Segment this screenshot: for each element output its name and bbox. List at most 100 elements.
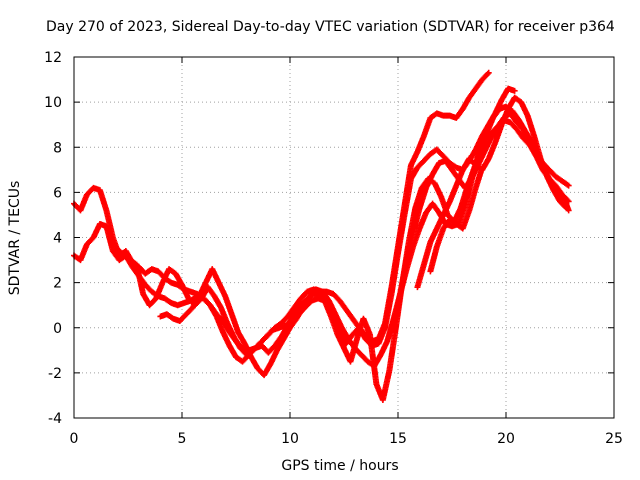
data-point-3-6: [196, 293, 203, 300]
data-point-1-30: [265, 349, 272, 356]
data-point-0-18: [187, 288, 194, 295]
data-point-3-54: [507, 119, 514, 126]
data-point-2-26: [282, 322, 289, 329]
data-point-4-1: [397, 290, 404, 297]
data-point-2-1: [120, 252, 127, 259]
data-point-1-5: [103, 223, 110, 230]
data-point-2-6: [153, 295, 160, 302]
data-point-3-23: [306, 293, 313, 300]
series-3: [115, 104, 572, 402]
data-point-2-9: [172, 270, 179, 277]
data-point-0-55: [427, 114, 434, 121]
y-tick-label: -4: [48, 411, 62, 427]
plot-frame: [73, 56, 615, 419]
data-point-0-63: [479, 76, 486, 83]
data-point-1-68: [511, 87, 518, 94]
data-point-2-19: [237, 345, 244, 352]
data-point-2-17: [224, 320, 231, 327]
data-point-1-48: [382, 324, 389, 331]
data-point-2-3: [133, 261, 140, 268]
data-point-5-20: [544, 173, 551, 180]
data-point-1-16: [174, 302, 181, 309]
data-point-3-30: [351, 345, 358, 352]
x-tick-label: 15: [389, 431, 407, 447]
data-point-3-7: [202, 279, 209, 286]
data-point-2-4: [140, 290, 147, 297]
data-point-1-6: [109, 248, 116, 255]
data-point-0-54: [420, 132, 427, 139]
data-point-4-25: [552, 173, 559, 180]
data-point-2-33: [328, 313, 335, 320]
data-point-0-64: [485, 69, 492, 76]
data-point-4-8: [442, 157, 449, 164]
data-point-2-23: [263, 333, 270, 340]
data-point-1-23: [220, 329, 227, 336]
data-point-1-53: [414, 164, 421, 171]
data-point-4-9: [449, 166, 455, 173]
data-point-3-55: [513, 126, 520, 133]
data-point-5-15: [511, 94, 518, 101]
data-point-0-52: [407, 162, 414, 169]
data-point-5-22: [557, 198, 563, 205]
chart-title: Day 270 of 2023, Sidereal Day-to-day VTE…: [46, 19, 615, 35]
data-point-2-24: [269, 327, 276, 334]
data-point-2-39: [366, 331, 373, 338]
data-point-2-49: [431, 180, 438, 187]
data-point-0-2: [83, 191, 90, 198]
data-point-5-21: [550, 187, 557, 194]
data-point-2-42: [386, 367, 393, 374]
data-point-3-3: [176, 317, 183, 324]
data-point-5-16: [518, 99, 525, 106]
y-tick-label: 4: [53, 231, 62, 247]
data-point-3-20: [287, 324, 293, 331]
data-point-6-3: [446, 216, 453, 223]
data-point-3-10: [222, 293, 229, 300]
data-point-4-19: [513, 119, 520, 126]
data-point-1-43: [349, 331, 356, 338]
data-point-5-17: [524, 112, 531, 119]
data-point-5-1: [420, 261, 427, 268]
data-point-3-50: [481, 137, 488, 144]
data-point-3-62: [559, 191, 566, 198]
data-point-4-12: [468, 175, 475, 182]
data-point-3-18: [274, 347, 281, 354]
data-point-6-4: [453, 220, 460, 227]
data-point-5-19: [537, 155, 544, 162]
data-point-0-57: [440, 112, 447, 119]
data-point-5-11: [485, 155, 492, 162]
data-point-1-25: [233, 354, 239, 361]
data-point-0-43: [349, 315, 356, 322]
data-point-1-26: [239, 358, 246, 365]
data-point-3-17: [267, 360, 274, 367]
data-point-0-3: [90, 184, 97, 191]
data-point-1-54: [420, 157, 427, 164]
data-point-5-3: [433, 225, 440, 232]
data-point-fill: [484, 70, 491, 77]
data-point-4-4: [416, 205, 423, 212]
data-point-3-4: [183, 311, 190, 318]
data-point-0-40: [330, 290, 337, 297]
data-point-4-3: [410, 229, 417, 236]
data-point-1-66: [498, 96, 505, 103]
data-point-2-37: [353, 336, 360, 343]
data-point-0-53: [414, 148, 421, 155]
data-point-0-61: [466, 94, 473, 101]
data-point-2-58: [490, 114, 497, 121]
data-point-2-36: [347, 358, 354, 365]
data-point-2-18: [230, 333, 237, 340]
data-point-3-41: [423, 209, 430, 216]
data-point-6-6: [466, 207, 473, 214]
y-tick-label: 0: [53, 321, 62, 337]
data-point-6-7: [472, 184, 479, 191]
data-point-1-17: [181, 299, 188, 306]
y-tick-label: -2: [48, 366, 62, 382]
data-point-4-2: [403, 257, 410, 264]
data-point-3-11: [228, 311, 235, 318]
x-tick-labels: 0 5 10 15 20 25: [70, 431, 623, 447]
y-tick-label: 10: [44, 95, 62, 111]
data-point-2-50: [438, 193, 445, 200]
y-tick-label: 2: [53, 276, 62, 292]
data-point-3-25: [319, 288, 326, 295]
data-point-3-9: [215, 279, 222, 286]
data-point-2-41: [379, 396, 386, 403]
